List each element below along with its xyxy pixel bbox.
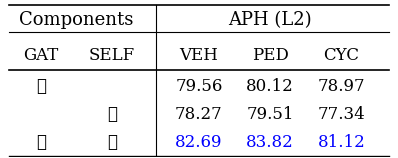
Text: SELF: SELF <box>89 47 135 64</box>
Text: PED: PED <box>252 47 289 64</box>
Text: 80.12: 80.12 <box>246 78 294 95</box>
Text: 83.82: 83.82 <box>246 134 294 151</box>
Text: 77.34: 77.34 <box>318 106 365 123</box>
Text: ✓: ✓ <box>36 78 46 95</box>
Text: GAT: GAT <box>23 47 59 64</box>
Text: CYC: CYC <box>323 47 359 64</box>
Text: 78.27: 78.27 <box>175 106 223 123</box>
Text: APH (L2): APH (L2) <box>228 11 312 29</box>
Text: ✓: ✓ <box>107 106 117 123</box>
Text: 82.69: 82.69 <box>175 134 223 151</box>
Text: ✓: ✓ <box>107 134 117 151</box>
Text: 79.56: 79.56 <box>175 78 223 95</box>
Text: 79.51: 79.51 <box>246 106 294 123</box>
Text: 78.97: 78.97 <box>318 78 365 95</box>
Text: 81.12: 81.12 <box>318 134 365 151</box>
Text: Components: Components <box>19 11 134 29</box>
Text: ✓: ✓ <box>36 134 46 151</box>
Text: VEH: VEH <box>179 47 219 64</box>
